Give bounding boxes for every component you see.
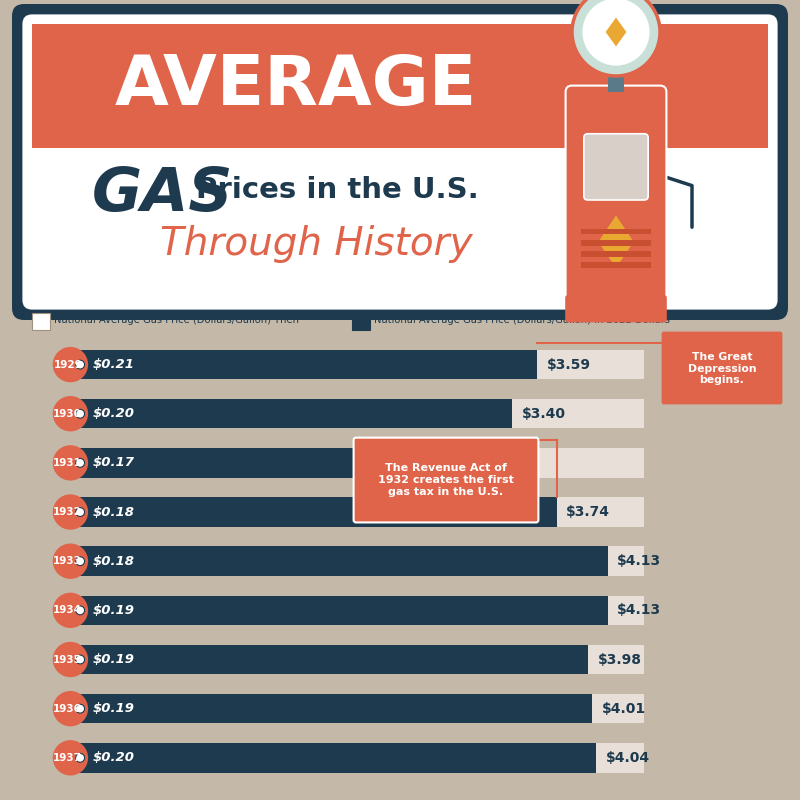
Text: 1930: 1930 (54, 409, 82, 418)
Text: GAS: GAS (92, 165, 234, 224)
Text: $0.19: $0.19 (93, 604, 134, 617)
Text: $3.59: $3.59 (546, 358, 590, 371)
Text: $0.19: $0.19 (93, 653, 134, 666)
Text: $0.21: $0.21 (93, 358, 134, 371)
Text: National Average Gas Price (Dollars/Gallon) Then: National Average Gas Price (Dollars/Gall… (54, 315, 299, 325)
Text: $0.20: $0.20 (93, 407, 134, 420)
Text: 1936: 1936 (54, 704, 82, 714)
Text: Through History: Through History (160, 225, 473, 263)
Text: The Great
Depression
begins.: The Great Depression begins. (688, 352, 756, 385)
Text: $4.13: $4.13 (618, 554, 662, 568)
Text: Prices in the U.S.: Prices in the U.S. (196, 176, 478, 204)
Text: $4.04: $4.04 (606, 751, 650, 765)
Text: $4.01: $4.01 (602, 702, 646, 716)
Text: 1933: 1933 (54, 556, 82, 566)
Text: $0.17: $0.17 (93, 456, 134, 470)
Text: $0.19: $0.19 (93, 702, 134, 715)
Text: $0.18: $0.18 (93, 506, 134, 518)
Text: 1937: 1937 (54, 753, 82, 763)
Text: 1934: 1934 (54, 606, 82, 615)
Text: 1929: 1929 (54, 359, 82, 370)
Text: $3.17: $3.17 (492, 456, 536, 470)
Text: AVERAGE: AVERAGE (115, 52, 477, 119)
Text: $3.40: $3.40 (522, 406, 566, 421)
Text: $0.18: $0.18 (93, 554, 134, 568)
Text: $4.13: $4.13 (618, 603, 662, 618)
Text: 1932: 1932 (54, 507, 82, 517)
Text: 1935: 1935 (54, 654, 82, 665)
Text: 1931: 1931 (54, 458, 82, 468)
Text: National Average Gas Price (Dollars/Gallon) in 2022 Dollars: National Average Gas Price (Dollars/Gall… (374, 315, 670, 325)
Text: $0.20: $0.20 (93, 751, 134, 764)
Text: The Revenue Act of
1932 creates the first
gas tax in the U.S.: The Revenue Act of 1932 creates the firs… (378, 463, 514, 497)
Text: $3.98: $3.98 (598, 653, 642, 666)
Text: $3.74: $3.74 (566, 505, 610, 519)
